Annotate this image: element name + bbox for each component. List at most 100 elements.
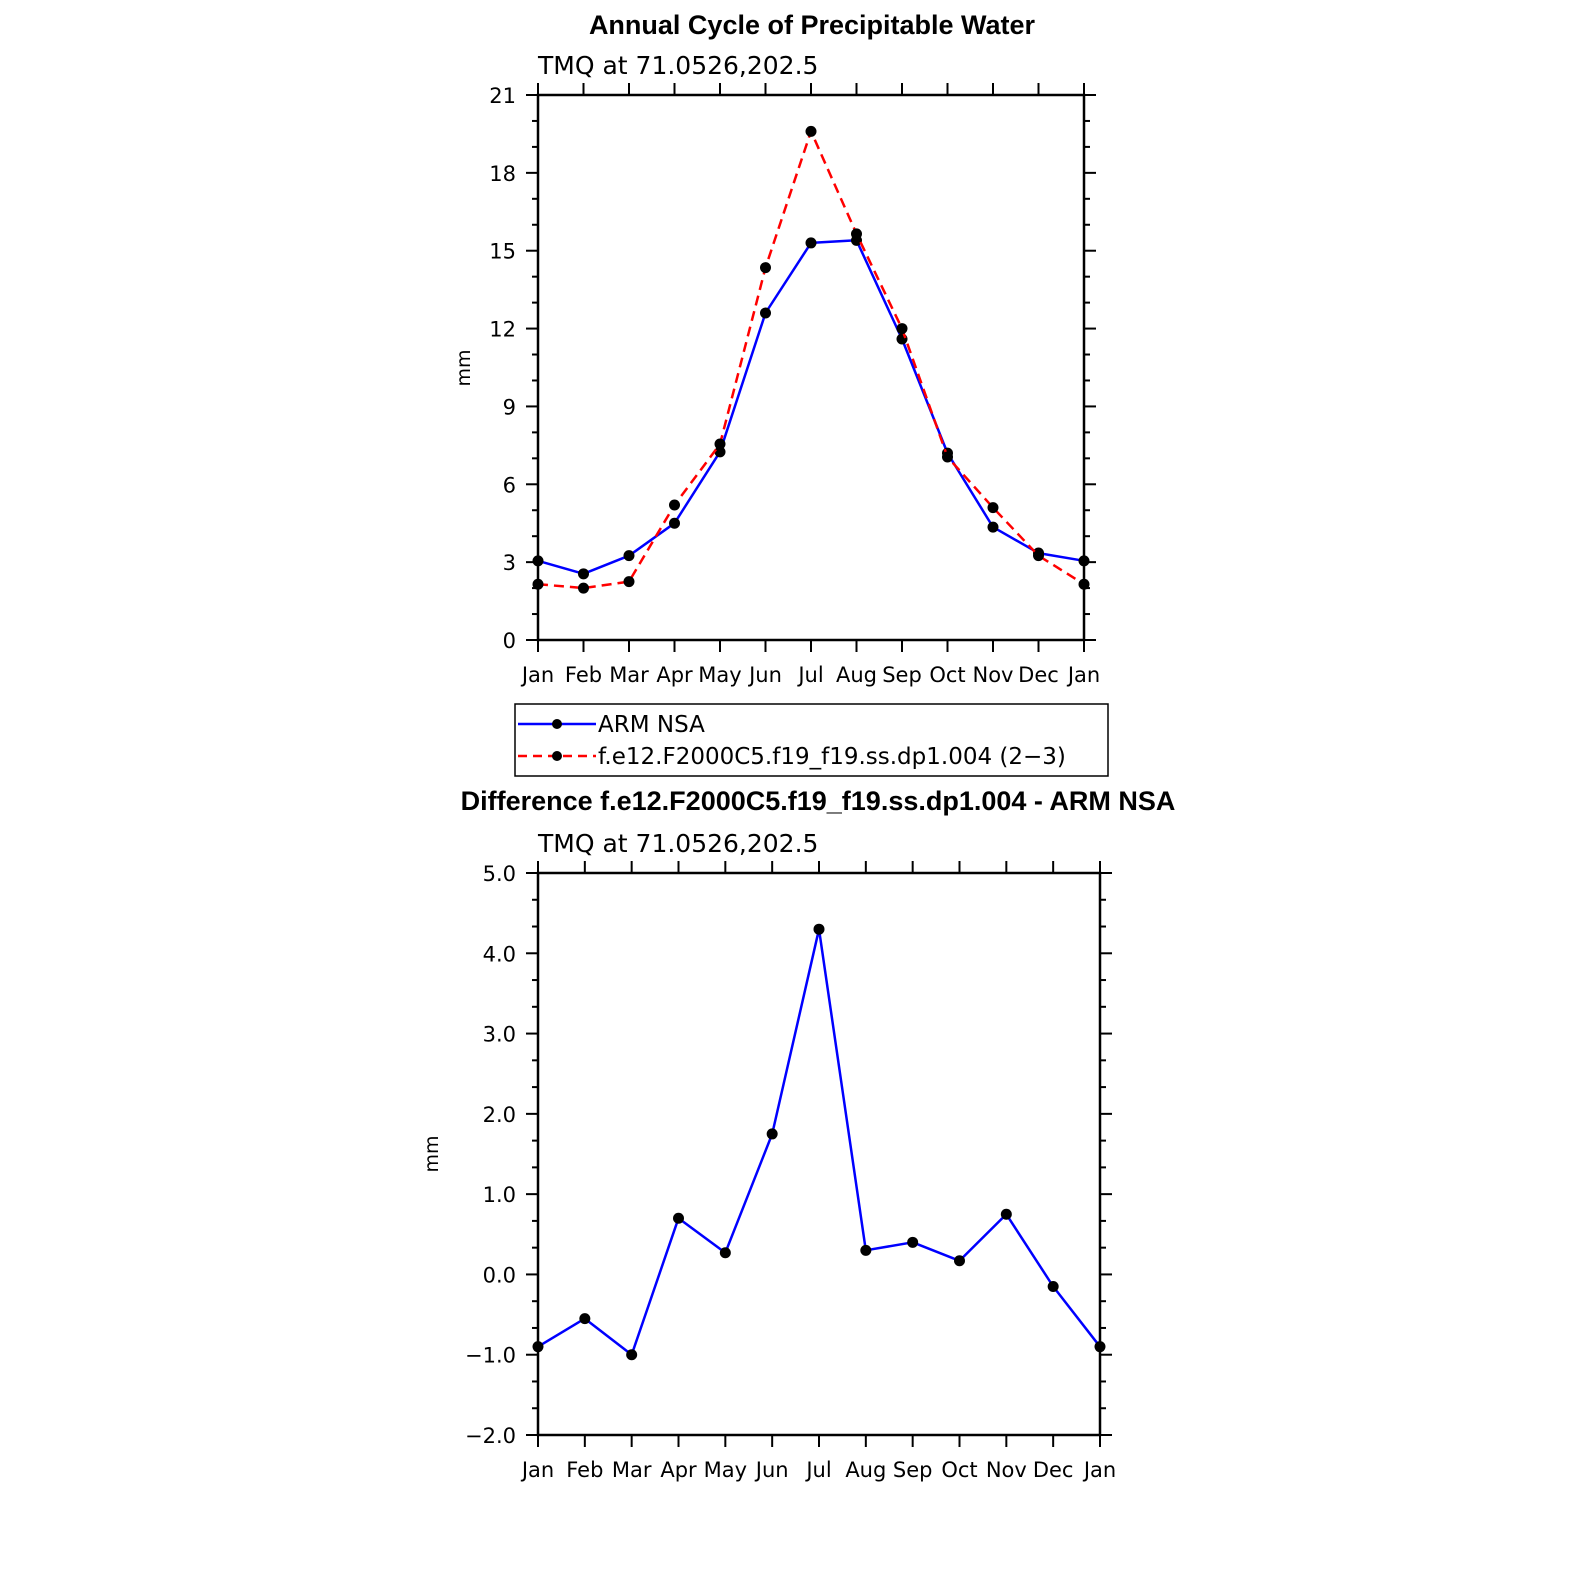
x-tick-label: Jun <box>754 1458 789 1482</box>
x-tick-label: Jul <box>804 1458 831 1482</box>
y-tick-label: −1.0 <box>465 1344 516 1368</box>
y-axis-label: mm <box>453 349 475 386</box>
legend-marker-model <box>552 751 562 761</box>
series-line-0 <box>537 239 1085 576</box>
data-point <box>578 568 589 580</box>
data-point <box>987 521 999 533</box>
data-point <box>1078 578 1090 590</box>
annual-cycle-panel: Annual Cycle of Precipitable Water TMQ a… <box>453 10 1109 777</box>
y-tick-label: 18 <box>489 162 516 186</box>
data-point <box>623 550 635 562</box>
x-tick-label: Jul <box>796 663 823 687</box>
x-tick-label: May <box>704 1458 747 1482</box>
data-point <box>851 228 862 240</box>
data-point <box>1047 1280 1059 1292</box>
data-point <box>896 323 908 335</box>
x-tick-label: Nov <box>986 1458 1027 1482</box>
y-axis-label: mm <box>421 1135 443 1172</box>
legend: ARM NSA f.e12.F2000C5.f19_f19.ss.dp1.004… <box>514 703 1109 777</box>
data-point <box>1078 555 1090 567</box>
y-tick-label: 21 <box>489 84 516 108</box>
data-point <box>813 923 825 935</box>
x-tick-label: Aug <box>836 663 877 687</box>
x-tick-label: Dec <box>1033 1458 1074 1482</box>
y-tick-label: 5.0 <box>483 862 516 886</box>
series-group <box>532 923 1106 1361</box>
data-point <box>805 237 817 249</box>
data-point <box>579 1313 591 1325</box>
x-tick-label: May <box>698 663 741 687</box>
data-point <box>532 555 544 567</box>
data-point <box>532 1341 544 1353</box>
y-tick-label: 9 <box>503 395 516 419</box>
chart-title: Annual Cycle of Precipitable Water <box>589 10 1036 40</box>
x-tick-label: Feb <box>565 663 602 687</box>
data-point <box>669 499 680 511</box>
x-tick-label: Jan <box>520 663 554 687</box>
series-line-0 <box>537 927 1101 1356</box>
x-tick-label: Jan <box>1082 1458 1116 1482</box>
series-line-1 <box>537 130 1085 590</box>
data-point <box>1033 550 1044 562</box>
x-tick-label: Dec <box>1018 663 1059 687</box>
x-tick-label: Sep <box>882 663 922 687</box>
data-point <box>714 438 726 450</box>
x-tick-label: Oct <box>929 663 965 687</box>
legend-label-arm-nsa: ARM NSA <box>598 712 705 738</box>
data-point <box>896 333 908 345</box>
x-tick-label: Oct <box>941 1458 977 1482</box>
x-tick-label: Aug <box>845 1458 886 1482</box>
data-point <box>805 125 817 137</box>
x-tick-label: Sep <box>893 1458 933 1482</box>
x-tick-label: Jan <box>1066 663 1100 687</box>
x-tick-label: Jun <box>747 663 782 687</box>
y-tick-label: 0.0 <box>483 1263 516 1287</box>
y-tick-label: 4.0 <box>483 942 516 966</box>
y-tick-label: 2.0 <box>483 1103 516 1127</box>
data-point <box>954 1255 965 1267</box>
data-point <box>626 1349 638 1361</box>
y-tick-label: 3.0 <box>483 1023 516 1047</box>
data-point <box>760 262 771 274</box>
x-tick-label: Nov <box>973 663 1014 687</box>
legend-label-model: f.e12.F2000C5.f19_f19.ss.dp1.004 (2−3) <box>598 744 1066 770</box>
y-tick-label: 15 <box>489 240 516 264</box>
data-point <box>578 582 589 594</box>
data-point <box>532 578 544 590</box>
data-point <box>719 1247 731 1259</box>
axes: −2.0 −1.0 0.0 1.0 2.0 3.0 4.0 5.0 Jan Feb Mar Apr Ma… <box>465 861 1116 1482</box>
data-point <box>760 307 771 319</box>
y-tick-label: −2.0 <box>465 1424 516 1448</box>
x-tick-label: Apr <box>660 1458 697 1482</box>
data-point <box>987 502 999 514</box>
data-point <box>623 576 635 588</box>
x-tick-label: Jan <box>520 1458 554 1482</box>
y-tick-label: 3 <box>503 551 516 575</box>
x-tick-label: Mar <box>612 1458 652 1482</box>
data-point <box>1094 1341 1106 1353</box>
y-tick-label: 0 <box>503 629 516 653</box>
x-tick-label: Feb <box>566 1458 603 1482</box>
chart-subtitle: TMQ at 71.0526,202.5 <box>537 829 818 858</box>
axes: 0 3 6 9 12 15 18 21 Jan Feb Mar Apr May Jun Jul Aug Sep O… <box>489 83 1100 687</box>
y-tick-label: 6 <box>503 473 516 497</box>
data-point <box>860 1244 872 1256</box>
x-tick-label: Mar <box>609 663 649 687</box>
data-point <box>669 517 680 529</box>
data-point <box>673 1212 684 1224</box>
series-group <box>532 125 1090 594</box>
x-tick-label: Apr <box>656 663 693 687</box>
y-tick-label: 12 <box>489 318 516 342</box>
legend-box <box>514 703 1109 777</box>
y-tick-label: 1.0 <box>483 1183 516 1207</box>
data-point <box>714 446 726 458</box>
chart-title: Difference f.e12.F2000C5.f19_f19.ss.dp1.… <box>461 786 1176 816</box>
data-point <box>1000 1208 1012 1220</box>
difference-panel: Difference f.e12.F2000C5.f19_f19.ss.dp1.… <box>421 786 1175 1482</box>
plot-frame <box>536 871 1102 1437</box>
legend-marker-arm-nsa <box>552 719 562 729</box>
data-point <box>942 451 953 463</box>
data-point <box>907 1236 919 1248</box>
data-point <box>766 1128 778 1140</box>
